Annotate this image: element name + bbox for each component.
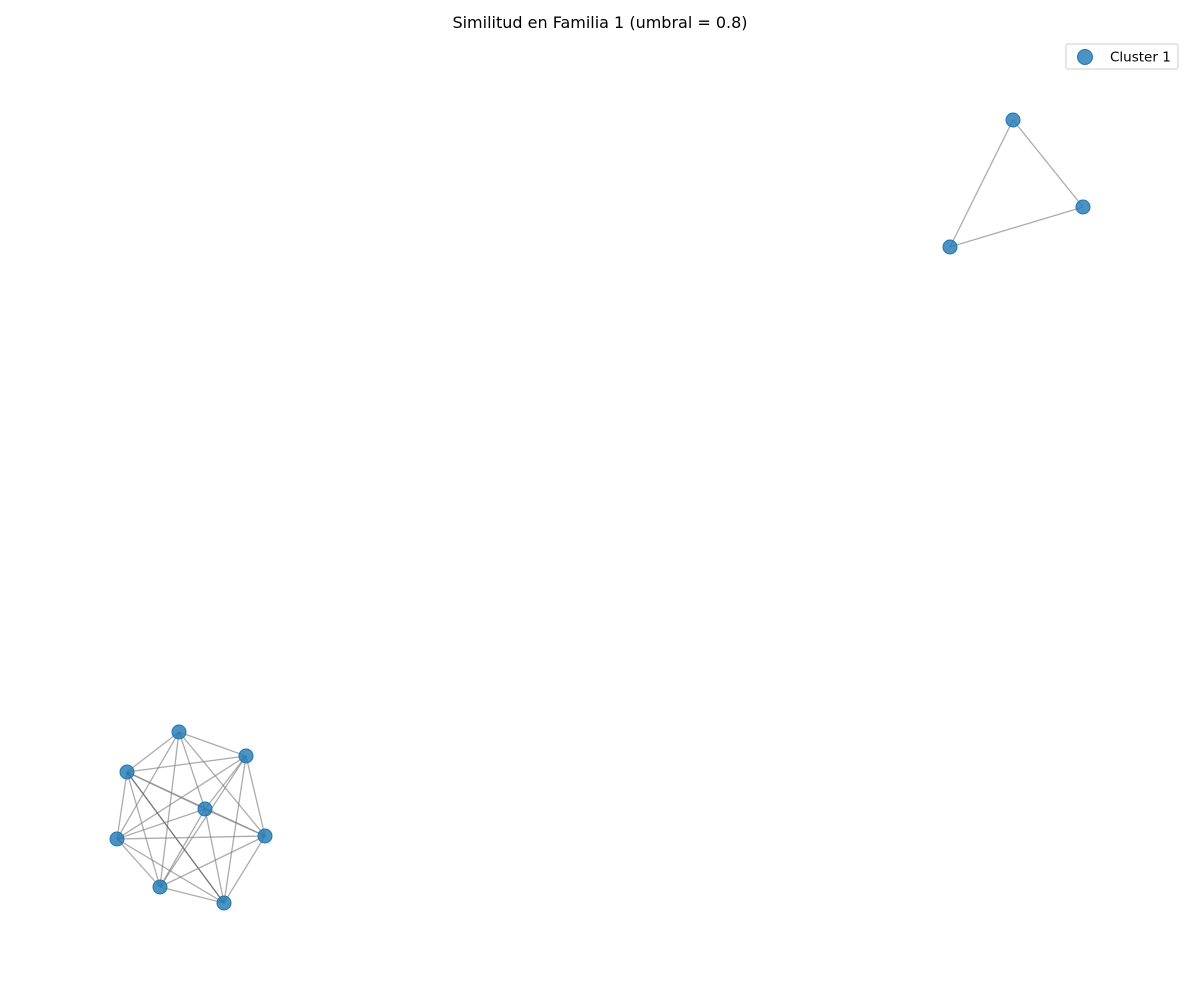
graph-edge xyxy=(204,808,225,904)
graph-title: Similitud en Familia 1 (umbral = 0.8) xyxy=(452,13,747,32)
graph-node xyxy=(238,748,254,764)
graph-node xyxy=(197,801,213,817)
graph-node xyxy=(171,724,187,740)
graph-edge xyxy=(116,771,128,840)
graph-edge xyxy=(116,731,180,840)
graph-node xyxy=(257,828,273,844)
graph-edge xyxy=(178,731,247,757)
graph-edge xyxy=(159,886,225,904)
graph-edge xyxy=(116,838,225,904)
edges-layer xyxy=(116,119,1084,904)
graph-node xyxy=(942,239,958,255)
graph-edge xyxy=(159,835,266,888)
graph-edge xyxy=(204,808,266,837)
graph-edge xyxy=(126,755,247,773)
graph-edge xyxy=(223,755,247,904)
graph-edge xyxy=(116,835,266,840)
graph-node xyxy=(216,895,232,911)
graph-edge xyxy=(949,119,1014,248)
graph-edge xyxy=(159,755,247,888)
graph-node xyxy=(1075,199,1091,215)
graph-edge xyxy=(178,731,266,837)
graph-edge xyxy=(159,731,180,888)
legend-frame xyxy=(1065,43,1179,70)
legend-marker xyxy=(1077,49,1093,65)
graph-node xyxy=(152,879,168,895)
graph-edge xyxy=(116,808,206,840)
graph-edge xyxy=(159,808,206,888)
graph-edge xyxy=(1012,119,1084,208)
nodes-layer xyxy=(109,112,1091,911)
graph-edge xyxy=(116,838,161,888)
graph-node xyxy=(119,764,135,780)
legend: Cluster 1 xyxy=(1065,43,1179,70)
legend-label: Cluster 1 xyxy=(1110,50,1171,66)
graph-edge xyxy=(223,835,266,904)
graph-edge xyxy=(204,755,247,810)
graph-edge xyxy=(245,755,266,837)
graph-edge xyxy=(126,731,180,773)
graph-node xyxy=(1005,112,1021,128)
graph-edge xyxy=(949,206,1084,248)
graph-edge xyxy=(178,731,206,810)
graph-node xyxy=(109,831,125,847)
